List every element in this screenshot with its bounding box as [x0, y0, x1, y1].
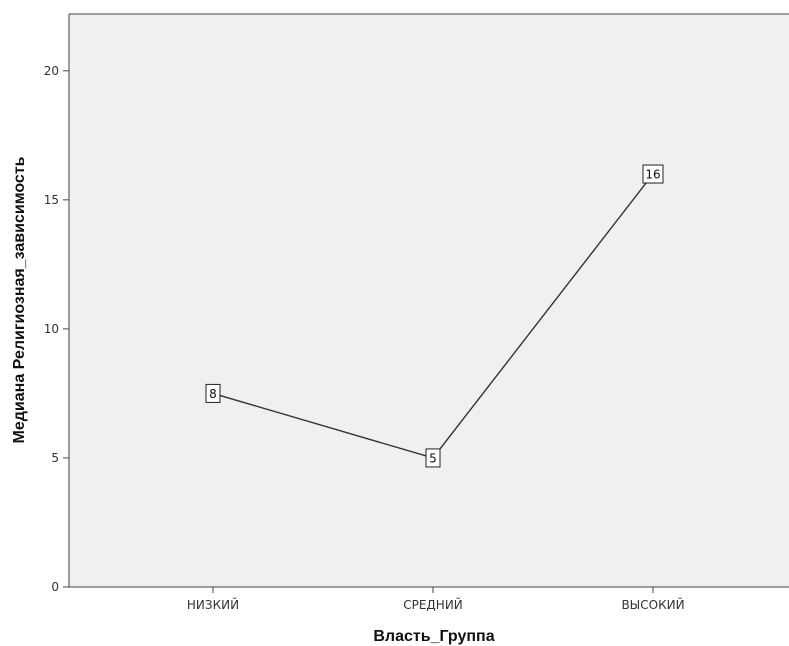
x-axis-title: Власть_Группа [373, 628, 494, 645]
x-tick-label: СРЕДНИЙ [403, 597, 463, 612]
y-tick-label: 20 [44, 64, 59, 78]
data-label-box [205, 383, 221, 403]
y-tick-label: 15 [44, 193, 59, 207]
plot-area [69, 14, 789, 587]
data-label: 16 [642, 164, 664, 184]
data-label-box [642, 164, 664, 184]
x-tick-label: НИЗКИЙ [187, 597, 239, 612]
x-axis-ticks: НИЗКИЙ СРЕДНИЙ ВЫСОКИЙ [187, 587, 685, 612]
series-layer: 8 5 16 [205, 164, 664, 468]
data-label: 5 [425, 448, 441, 468]
y-tick-label: 5 [51, 451, 59, 465]
x-tick-label: ВЫСОКИЙ [621, 597, 684, 612]
data-label-text: 16 [645, 168, 660, 182]
data-label: 8 [205, 383, 221, 403]
data-label-text: 5 [429, 451, 437, 465]
y-axis-ticks: 0 5 10 15 20 [44, 64, 69, 594]
y-tick-label: 0 [51, 580, 59, 594]
data-label-text: 8 [209, 387, 217, 401]
data-label-box [425, 448, 441, 468]
y-tick-label: 10 [44, 322, 59, 336]
y-axis-title: Медиана Религиозная_зависимость [11, 156, 28, 443]
